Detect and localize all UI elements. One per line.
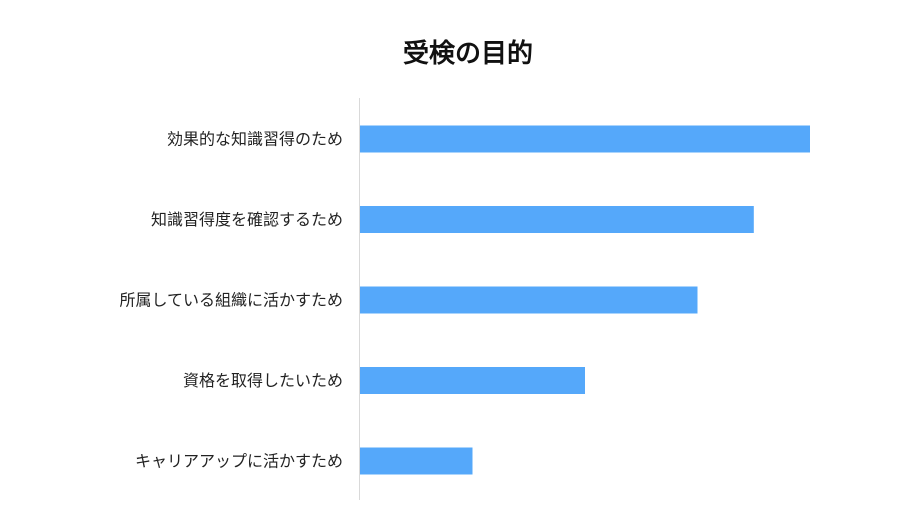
category-label-2: 知識習得度を確認するため	[151, 210, 343, 229]
bar-3	[360, 286, 698, 314]
bars	[360, 125, 810, 475]
bar-1	[360, 125, 810, 153]
bar-5	[360, 447, 473, 475]
chart-title: 受検の目的	[403, 38, 533, 69]
category-label-5: キャリアアップに活かすため	[135, 452, 343, 471]
bar-4	[360, 367, 585, 394]
category-label-4: 資格を取得したいため	[183, 371, 343, 390]
bar-2	[360, 206, 754, 233]
category-label-1: 効果的な知識習得のため	[167, 130, 343, 149]
category-label-3: 所属している組織に活かすため	[119, 291, 343, 310]
category-labels: 効果的な知識習得のため知識習得度を確認するため所属している組織に活かすため資格を…	[119, 130, 343, 471]
